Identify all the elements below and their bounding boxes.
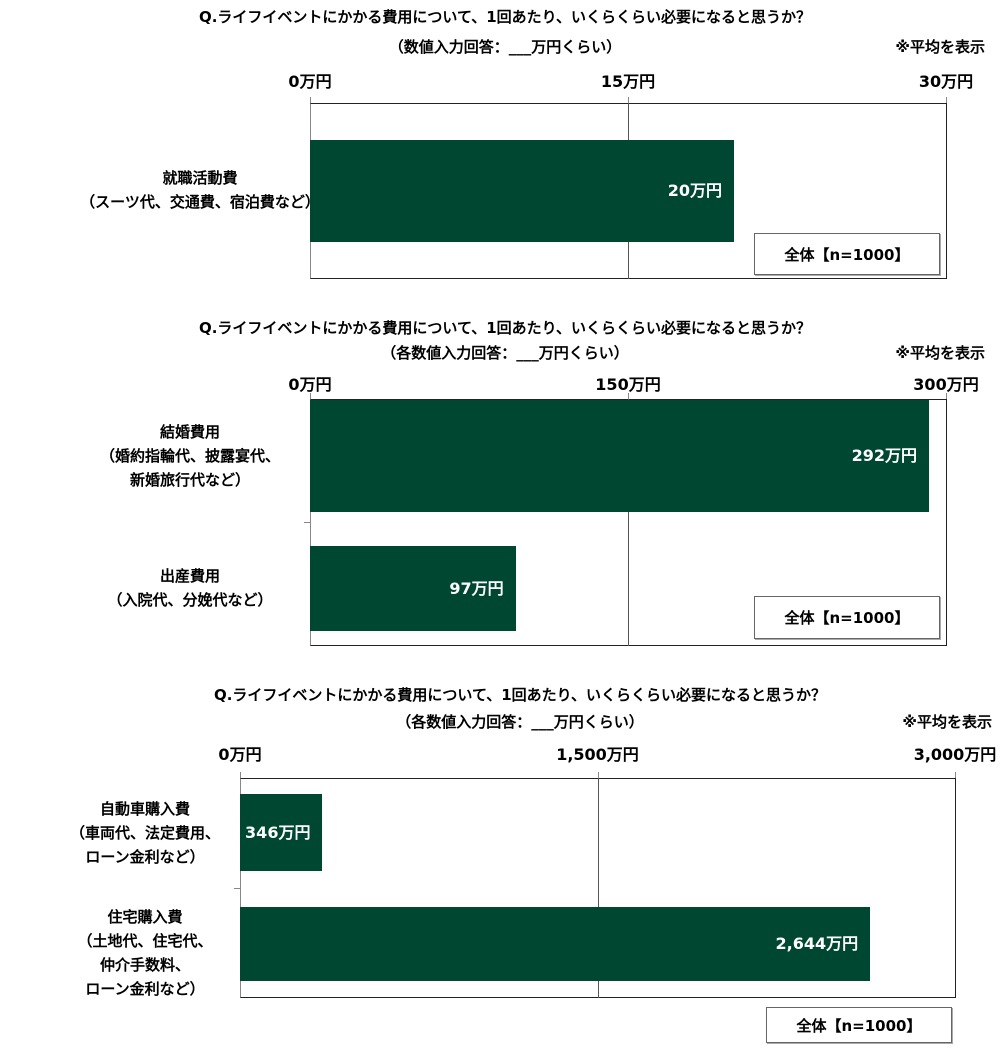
x-tick-mark xyxy=(310,97,311,103)
category-label-line: （土地代、住宅代、 xyxy=(77,932,213,950)
category-label: 住宅購入費 （土地代、住宅代、 仲介手数料、 ローン金利など） xyxy=(77,905,212,1001)
data-label: 292万円 xyxy=(851,446,918,465)
y-tick-mark xyxy=(234,888,240,889)
category-label-line: 自動車購入費 xyxy=(99,800,191,818)
category-label-line: （スーツ代、交通費、宿泊費など） xyxy=(80,193,320,211)
chart-subtitle: （各数値入力回答：___万円くらい） xyxy=(381,344,629,362)
bar xyxy=(240,794,323,871)
category-label-line: 住宅購入費 xyxy=(107,908,183,926)
x-tick-mark xyxy=(955,772,956,778)
data-label: 346万円 xyxy=(245,822,311,842)
chart-title: Q.ライフイベントにかかる費用について、1回あたり、いくらくらい必要になると思う… xyxy=(198,8,812,26)
category-label-line: 結婚費用 xyxy=(159,423,221,441)
gridline xyxy=(628,399,629,646)
sample-size-box: 全体【n=1000】 xyxy=(754,233,940,275)
bar xyxy=(310,140,734,242)
category-label: 出産費用 （入院代、分娩代など） xyxy=(107,564,272,612)
category-label-line: 新婚旅行代など） xyxy=(129,471,251,489)
chart-note: ※平均を表示 xyxy=(895,38,985,56)
bar xyxy=(240,907,871,981)
x-tick-mark xyxy=(946,393,947,399)
x-tick-label: 150万円 xyxy=(595,375,661,394)
category-label-line: 出産費用 xyxy=(159,567,221,585)
category-label-line: ローン金利など） xyxy=(85,980,205,998)
sample-size-box: 全体【n=1000】 xyxy=(766,1007,952,1043)
category-label-line: 就職活動費 xyxy=(162,169,238,187)
bar xyxy=(310,546,516,631)
x-tick-mark xyxy=(597,772,599,778)
chart-subtitle: （数値入力回答：___万円くらい） xyxy=(388,38,622,56)
x-tick-label: 3,000万円 xyxy=(913,745,997,764)
category-label-line: （婚約指輪代、披露宴代、 xyxy=(99,447,281,465)
category-label-line: 仲介手数料、 xyxy=(99,956,191,974)
bar xyxy=(310,400,930,512)
x-tick-label: 0万円 xyxy=(218,745,262,764)
x-tick-mark xyxy=(240,772,241,778)
chart-note: ※平均を表示 xyxy=(895,344,985,362)
data-label: 20万円 xyxy=(667,181,722,200)
x-tick-mark xyxy=(628,97,629,103)
x-tick-label: 30万円 xyxy=(918,72,974,91)
category-label: 自動車購入費 （車両代、法定費用、 ローン金利など） xyxy=(70,797,220,869)
category-label-line: ローン金利など） xyxy=(85,848,205,866)
chart-subtitle: （各数値入力回答：___万円くらい） xyxy=(396,713,644,731)
x-tick-label: 1,500万円 xyxy=(556,745,639,764)
x-tick-label: 0万円 xyxy=(288,72,332,91)
x-tick-mark xyxy=(310,393,311,399)
chart-title: Q.ライフイベントにかかる費用について、1回あたり、いくらくらい必要になると思う… xyxy=(198,319,812,337)
sample-size-box: 全体【n=1000】 xyxy=(754,596,940,639)
x-tick-mark xyxy=(628,393,629,399)
y-tick-mark xyxy=(304,522,310,523)
category-label: 就職活動費 （スーツ代、交通費、宿泊費など） xyxy=(80,166,320,214)
category-label-line: （車両代、法定費用、 xyxy=(69,824,221,842)
data-label: 97万円 xyxy=(449,578,504,598)
x-tick-label: 300万円 xyxy=(913,375,979,394)
data-label: 2,644万円 xyxy=(775,934,859,953)
chart-note: ※平均を表示 xyxy=(902,713,992,731)
category-label-line: （入院代、分娩代など） xyxy=(107,591,273,609)
x-tick-mark xyxy=(946,97,947,103)
x-tick-label: 0万円 xyxy=(288,375,332,394)
gridline xyxy=(597,778,599,998)
chart-title: Q.ライフイベントにかかる費用について、1回あたり、いくらくらい必要になると思う… xyxy=(213,686,827,704)
x-tick-label: 15万円 xyxy=(600,72,656,91)
category-label: 結婚費用 （婚約指輪代、披露宴代、 新婚旅行代など） xyxy=(100,420,280,492)
